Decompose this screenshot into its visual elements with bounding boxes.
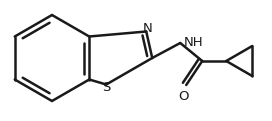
Text: NH: NH — [184, 37, 204, 49]
Text: O: O — [178, 90, 188, 103]
Text: S: S — [102, 81, 110, 94]
Text: N: N — [142, 22, 152, 35]
